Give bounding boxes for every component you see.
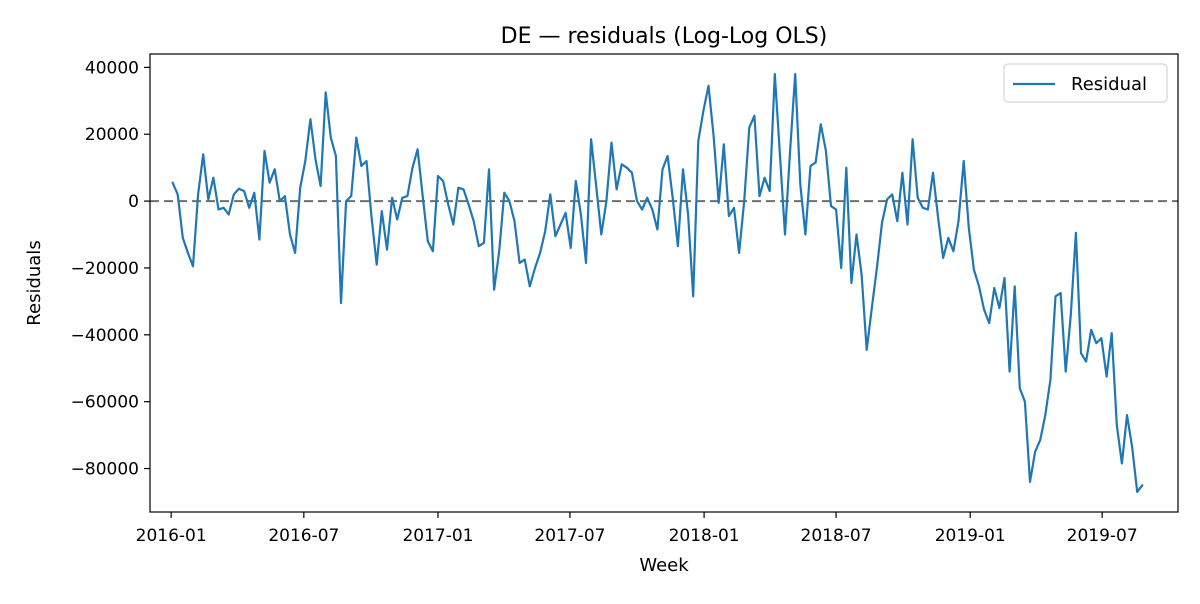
legend-label-residual: Residual <box>1071 74 1147 95</box>
series-line-residual <box>171 72 1144 493</box>
y-tick-label: −40000 <box>71 326 139 346</box>
x-tick-label: 2018-07 <box>801 526 872 546</box>
chart-title: DE — residuals (Log-Log OLS) <box>501 24 828 49</box>
y-tick-label: 20000 <box>85 125 139 145</box>
plot-frame <box>149 53 1179 513</box>
x-tick-label: 2016-07 <box>268 526 339 546</box>
x-axis-label: Week <box>639 555 689 576</box>
y-axis-label: Residuals <box>24 240 45 325</box>
y-tick-label: −20000 <box>71 259 139 279</box>
legend-box <box>1003 63 1168 103</box>
y-axis-ticks: 40000 20000 0 −20000 −40000 −60000 −80000 <box>71 58 150 480</box>
x-tick-label: 2019-01 <box>935 526 1006 546</box>
x-tick-label: 2017-01 <box>402 526 473 546</box>
y-tick-label: 40000 <box>85 58 139 78</box>
x-tick-label: 2016-01 <box>136 526 207 546</box>
x-tick-label: 2018-01 <box>669 526 740 546</box>
y-tick-label: 0 <box>128 192 139 212</box>
y-tick-label: −80000 <box>71 460 139 480</box>
x-axis-ticks: 2016-01 2016-07 2017-01 2017-07 2018-01 2018-… <box>136 512 1138 546</box>
x-tick-label: 2019-07 <box>1067 526 1138 546</box>
series-layer <box>171 72 1144 493</box>
x-tick-label: 2017-07 <box>534 526 605 546</box>
y-tick-label: −60000 <box>71 393 139 413</box>
legend: Residual <box>1003 63 1168 103</box>
